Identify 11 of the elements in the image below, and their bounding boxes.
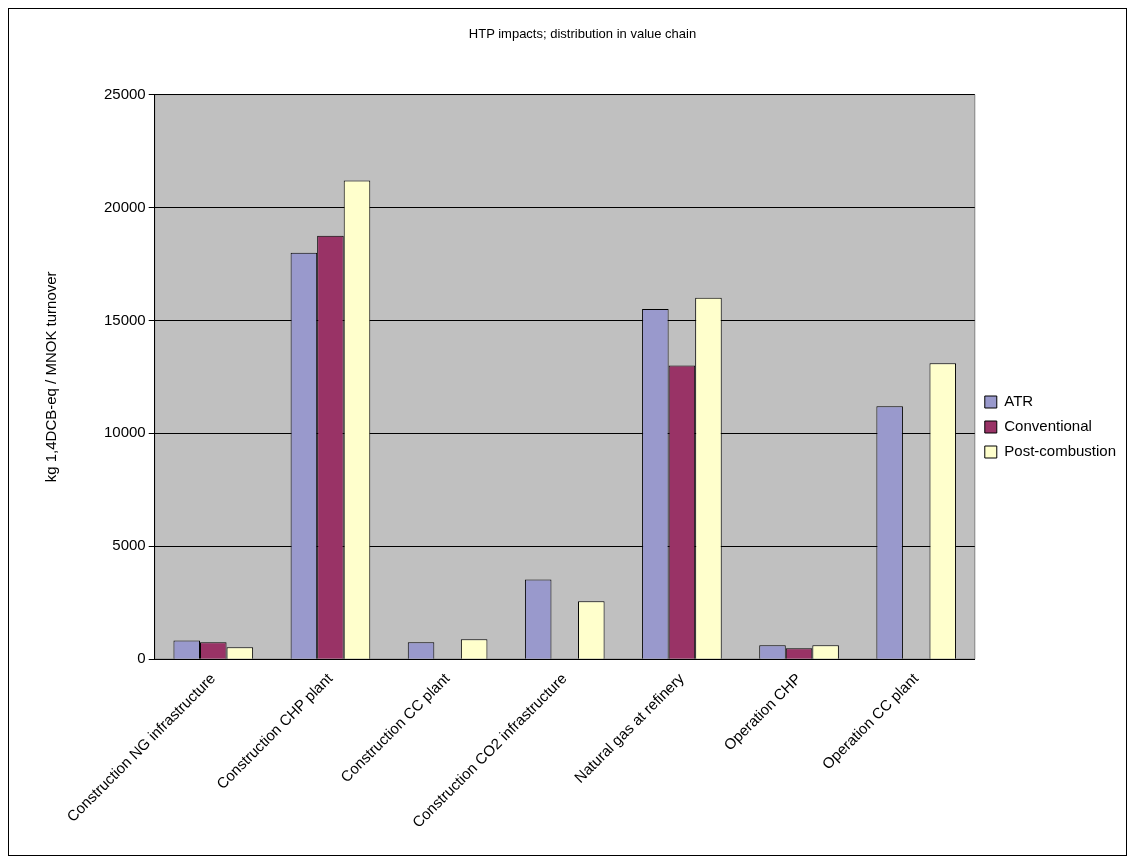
- y-tick-label: 25000: [103, 84, 146, 102]
- y-axis-title: kg 1,4DCB-eq / MNOK turnover: [42, 271, 60, 483]
- y-tick-label: 15000: [103, 310, 146, 328]
- y-tick-label: 10000: [103, 423, 146, 441]
- legend-label: ATR: [1004, 392, 1034, 410]
- chart-title: HTP impacts; distribution in value chain: [468, 26, 697, 42]
- legend-label: Conventional: [1004, 417, 1092, 435]
- y-tick-label: 20000: [103, 197, 146, 215]
- y-tick-label: 5000: [112, 536, 146, 554]
- y-tick-label: 0: [137, 649, 146, 667]
- legend-label: Post-combustion: [1004, 442, 1116, 460]
